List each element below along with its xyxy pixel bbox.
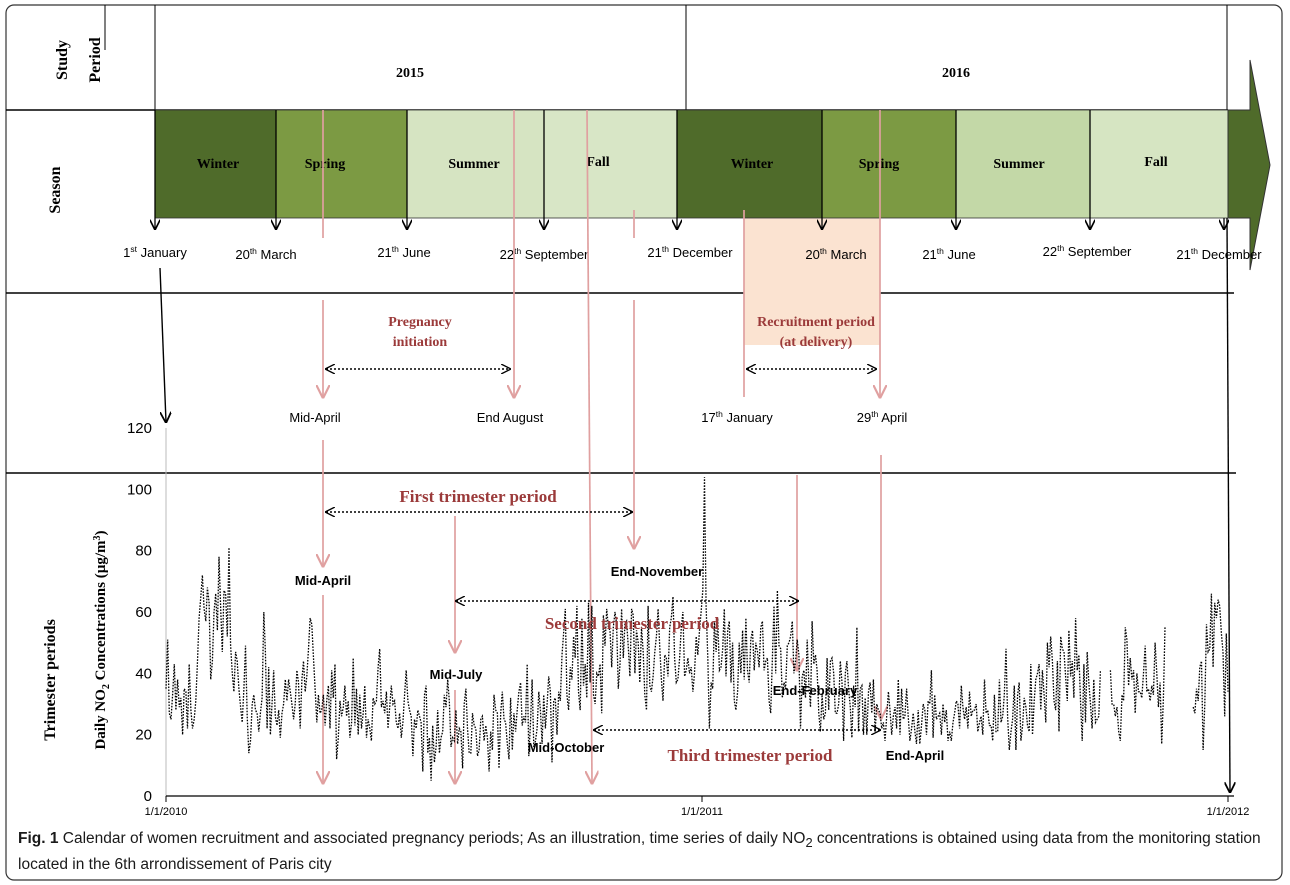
season-date-label: 22th September xyxy=(1043,243,1132,259)
season-block xyxy=(275,109,408,219)
season-date-label: 22th September xyxy=(500,246,589,262)
trimester-annotations: First trimester period Mid-April End-Nov… xyxy=(295,487,944,765)
year-2016-label: 2016 xyxy=(942,66,970,81)
recruitment-title-line1: Recruitment period xyxy=(757,315,875,330)
season-label: Fall xyxy=(586,155,609,170)
y-tick-label: 60 xyxy=(135,604,152,621)
third-trimester-start: Mid-October xyxy=(528,740,605,755)
figure-frame xyxy=(5,4,1283,881)
season-dates: 1st January 20th March 21th June 22th Septe… xyxy=(123,110,1262,262)
season-date-label: 21th June xyxy=(377,244,430,260)
season-date-label: 20th March xyxy=(805,246,866,262)
season-label: Spring xyxy=(305,157,345,172)
recruitment-end: 29th April xyxy=(857,409,908,425)
y-tick-label: 120 xyxy=(127,420,152,437)
chart-start-arrow xyxy=(159,267,166,422)
season-date-label: 21th December xyxy=(1176,246,1262,262)
season-label: Spring xyxy=(859,157,899,172)
recruitment-title-line2: (at delivery) xyxy=(780,335,853,350)
chart-end-arrow xyxy=(1227,217,1230,792)
season-block xyxy=(955,109,1091,219)
y-tick-label: 0 xyxy=(144,788,152,805)
season-block xyxy=(821,109,957,219)
pregnancy-initiation-title-line1: Pregnancy xyxy=(388,315,452,330)
season-date-label: 1st January xyxy=(123,244,187,260)
y-tick-label: 100 xyxy=(127,481,152,498)
season-date-label: 20th March xyxy=(235,246,296,262)
season-date-label: 21th June xyxy=(922,246,975,262)
caption-label: Fig. 1 xyxy=(18,830,59,847)
figure-caption: Fig. 1 Calendar of women recruitment and… xyxy=(18,828,1280,876)
x-tick-label: 1/1/2012 xyxy=(1207,806,1250,818)
second-trimester-title: Second trimester period xyxy=(545,614,720,633)
no2-series-line xyxy=(165,477,1229,781)
season-label: Summer xyxy=(993,157,1044,172)
season-label: Summer xyxy=(448,157,499,172)
pregnancy-initiation-title-line2: initiation xyxy=(393,335,448,350)
caption-subscript: 2 xyxy=(805,835,813,851)
season-block xyxy=(676,109,823,219)
third-trimester-title: Third trimester period xyxy=(668,746,833,765)
second-trimester-start: Mid-July xyxy=(430,667,483,682)
third-trimester-end: End-April xyxy=(886,748,945,763)
y-tick-label: 40 xyxy=(135,665,152,682)
x-tick-label: 1/1/2010 xyxy=(145,806,188,818)
year-2015-label: 2015 xyxy=(396,66,424,81)
row-label-trimester-periods: Trimester periods xyxy=(42,619,59,741)
first-trimester-title: First trimester period xyxy=(399,487,557,506)
season-block xyxy=(154,109,277,219)
recruitment-start: 17th January xyxy=(701,409,773,425)
season-label: Fall xyxy=(1144,155,1167,170)
caption-text: Calendar of women recruitment and associ… xyxy=(58,830,806,847)
row-label-period: Period xyxy=(87,37,104,82)
season-block xyxy=(543,109,678,219)
y-tick-label: 80 xyxy=(135,543,152,560)
first-trimester-start: Mid-April xyxy=(295,573,351,588)
y-axis-label: Daily NO2 Concentrations (µg/m3) xyxy=(92,530,112,749)
pink-guide-line xyxy=(587,109,592,783)
second-trimester-end: End-February xyxy=(773,683,858,698)
season-date-label: 21th December xyxy=(647,244,733,260)
season-label: Winter xyxy=(731,157,774,172)
seasons-band: Winter Spring Summer Fall Winter Spring Summer… xyxy=(154,109,1229,219)
first-trimester-end: End-November xyxy=(611,564,703,579)
no2-chart: 0 20 40 60 80 100 120 1/1/2010 1/1/2011 1/1/2012… xyxy=(92,420,1249,818)
pink-guide-lines xyxy=(323,109,881,783)
recruitment-period-shade xyxy=(744,210,880,345)
y-tick-label: 20 xyxy=(135,727,152,744)
row-label-season: Season xyxy=(47,166,64,213)
row-label-study: Study xyxy=(54,40,71,80)
caption-text-2: concentrations is obtained using data fr… xyxy=(18,830,1261,874)
timeline-arrowhead xyxy=(1227,59,1271,271)
pregnancy-initiation-end: End August xyxy=(477,410,544,425)
season-block xyxy=(406,109,545,219)
x-tick-label: 1/1/2011 xyxy=(681,806,723,818)
season-label: Winter xyxy=(197,157,240,172)
pregnancy-initiation-start: Mid-April xyxy=(289,410,340,425)
season-block xyxy=(1089,109,1229,219)
